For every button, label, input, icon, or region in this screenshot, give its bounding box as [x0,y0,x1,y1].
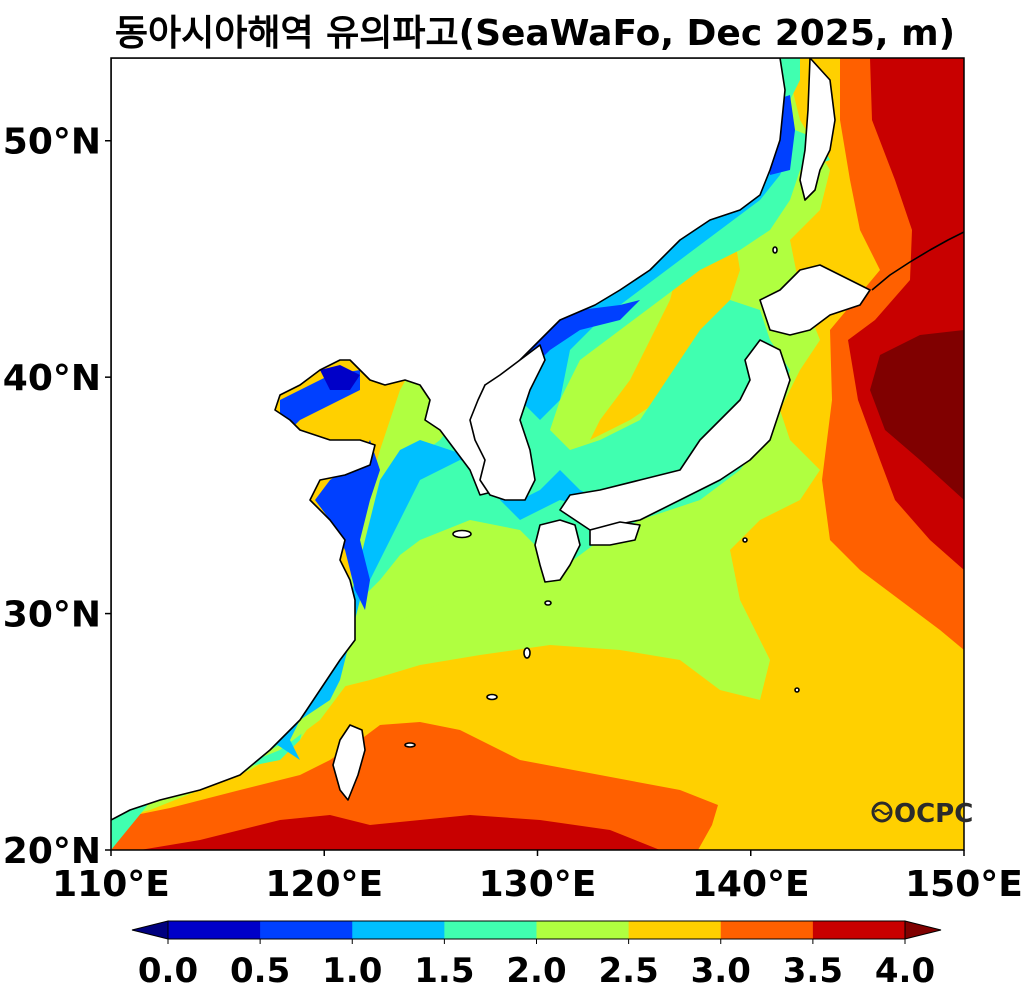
land-sakhalin [799,58,836,201]
land-island-b [404,742,416,748]
colorbar-label: 4.0 [875,951,935,991]
contour-4.0-south [140,815,660,850]
contour-2.5-3.0-yellowsea [230,570,560,770]
land-honshu [559,339,791,531]
colorbar-segment [536,921,630,939]
colorbar-segment [168,921,261,939]
colorbar-segment [812,921,906,939]
contour-over-4 [870,330,964,500]
colorbar-label: 2.0 [506,951,566,991]
x-tick-label: 120°E [265,864,383,905]
y-tick-label: 40°N [3,358,101,399]
land-korea [469,344,546,501]
land-island-a [523,647,531,659]
colorbar-segment [260,921,353,939]
y-axis: 20°N 30°N 40°N 50°N [3,122,111,872]
ocpc-logo-icon [871,801,893,823]
contour-1.5-2.0 [270,440,700,760]
land-taiwan [332,724,366,801]
ocpc-logo-wave [874,809,890,815]
land-island-d [742,537,748,543]
y-tick-label: 20°N [3,831,101,872]
contour-3.0-3.5-mid [590,240,740,440]
colorbar-label: 0.5 [230,951,290,991]
colorbar-label: 0.0 [138,951,198,991]
colorbar-label: 1.0 [322,951,382,991]
land-okinawa [486,693,498,701]
colorbar: 0.0 0.5 1.0 1.5 2.0 2.5 3.0 3.5 4.0 [131,920,942,991]
land-kyushu [534,519,581,583]
colorbar-under-extend [131,920,169,940]
colorbar-label: 3.5 [783,951,843,991]
colorbar-segment [628,921,722,939]
ocpc-logo: OCPC [871,799,973,829]
land-island-f [772,246,778,254]
colorbar-segment [444,921,537,939]
land-jeju [452,529,472,539]
colorbar-label: 3.0 [691,951,751,991]
land-island-e [794,687,800,693]
colorbar-over-extend [904,920,942,940]
land-island-c [544,600,552,606]
y-tick-label: 50°N [3,122,101,163]
land-masses [111,58,964,821]
x-axis: 110°E 120°E 130°E 140°E 150°E [52,850,1023,905]
x-tick-label: 140°E [692,864,810,905]
x-tick-label: 110°E [52,864,170,905]
y-tick-label: 30°N [3,595,101,636]
land-hokkaido [759,264,871,336]
land-shikoku [589,521,641,546]
x-tick-label: 150°E [905,864,1023,905]
colorbar-segment [720,921,814,939]
contour-3.5-4.0-south [111,722,718,850]
contour-1.0-1.5-yellowsea [315,440,380,610]
map-title: 동아시아해역 유의파고(SeaWaFo, Dec 2025, m) [114,13,956,54]
colorbar-segment [352,921,445,939]
colorbar-label: 1.5 [414,951,474,991]
land-asia-mainland [111,58,786,821]
land-kurils [871,231,964,291]
colorbar-label: 2.5 [599,951,659,991]
x-tick-label: 130°E [479,864,597,905]
contour-0.5-1.0-bohai [320,365,360,390]
ocpc-logo-text: OCPC [894,799,973,829]
